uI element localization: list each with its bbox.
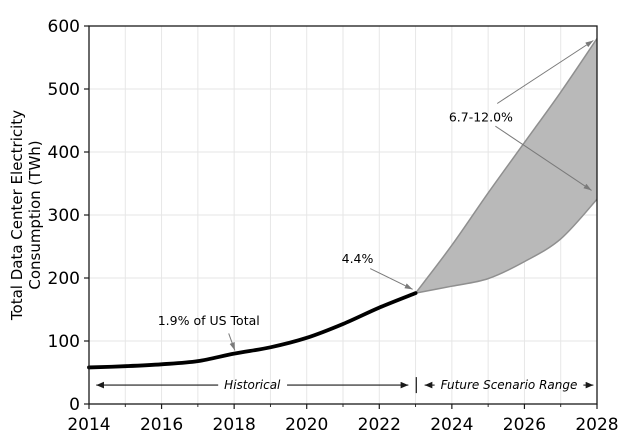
scenario-band-fill	[415, 38, 597, 294]
range-label: Historical	[224, 378, 281, 392]
annotation-arrow	[495, 125, 592, 191]
range-markers: Historical Future Scenario Range	[96, 377, 594, 394]
range-label: Future Scenario Range	[441, 378, 578, 392]
y-tick-label: 600	[48, 17, 80, 37]
annotations: 1.9% of US Total 4.4% 6.7-12.0%	[158, 40, 594, 351]
historical-line-path	[87, 291, 418, 370]
future-scenario-band	[414, 38, 598, 294]
annotation-arrow	[496, 40, 594, 104]
y-tick-label: 500	[48, 80, 80, 100]
annotation-arrow	[228, 333, 236, 351]
axis-ticks	[84, 25, 598, 409]
y-tick-label: 400	[48, 143, 80, 163]
x-tick-label: 2014	[67, 415, 110, 435]
annotation-text: 4.4%	[342, 251, 374, 266]
x-tick-label: 2016	[140, 415, 183, 435]
scenario-band-upper-edge	[414, 38, 598, 294]
annotation-arrow	[369, 268, 413, 290]
y-tick-label: 300	[48, 206, 80, 226]
y-tick-label: 0	[69, 395, 80, 415]
x-tick-label: 2024	[430, 415, 473, 435]
y-axis-label-line2: Consumption (TWh)	[26, 140, 44, 289]
y-tick-label: 200	[48, 269, 80, 289]
y-axis-label-line1: Total Data Center Electricity	[8, 110, 26, 321]
y-axis-label: Total Data Center Electricity Consumptio…	[8, 110, 44, 321]
x-tick-label: 2022	[358, 415, 401, 435]
annotation-text: 6.7-12.0%	[449, 109, 513, 124]
x-tick-label: 2026	[503, 415, 546, 435]
annotation-text: 1.9% of US Total	[158, 313, 260, 328]
historical-line	[87, 291, 418, 370]
y-tick-label: 100	[48, 332, 80, 352]
axis-tick-labels: 2014 2016 2018 2020 2022 2024 2026 2028 0 100 200 3…	[48, 17, 619, 435]
scenario-band-lower-edge	[415, 198, 598, 294]
x-tick-label: 2018	[213, 415, 256, 435]
x-tick-label: 2020	[285, 415, 328, 435]
x-tick-label: 2028	[575, 415, 618, 435]
